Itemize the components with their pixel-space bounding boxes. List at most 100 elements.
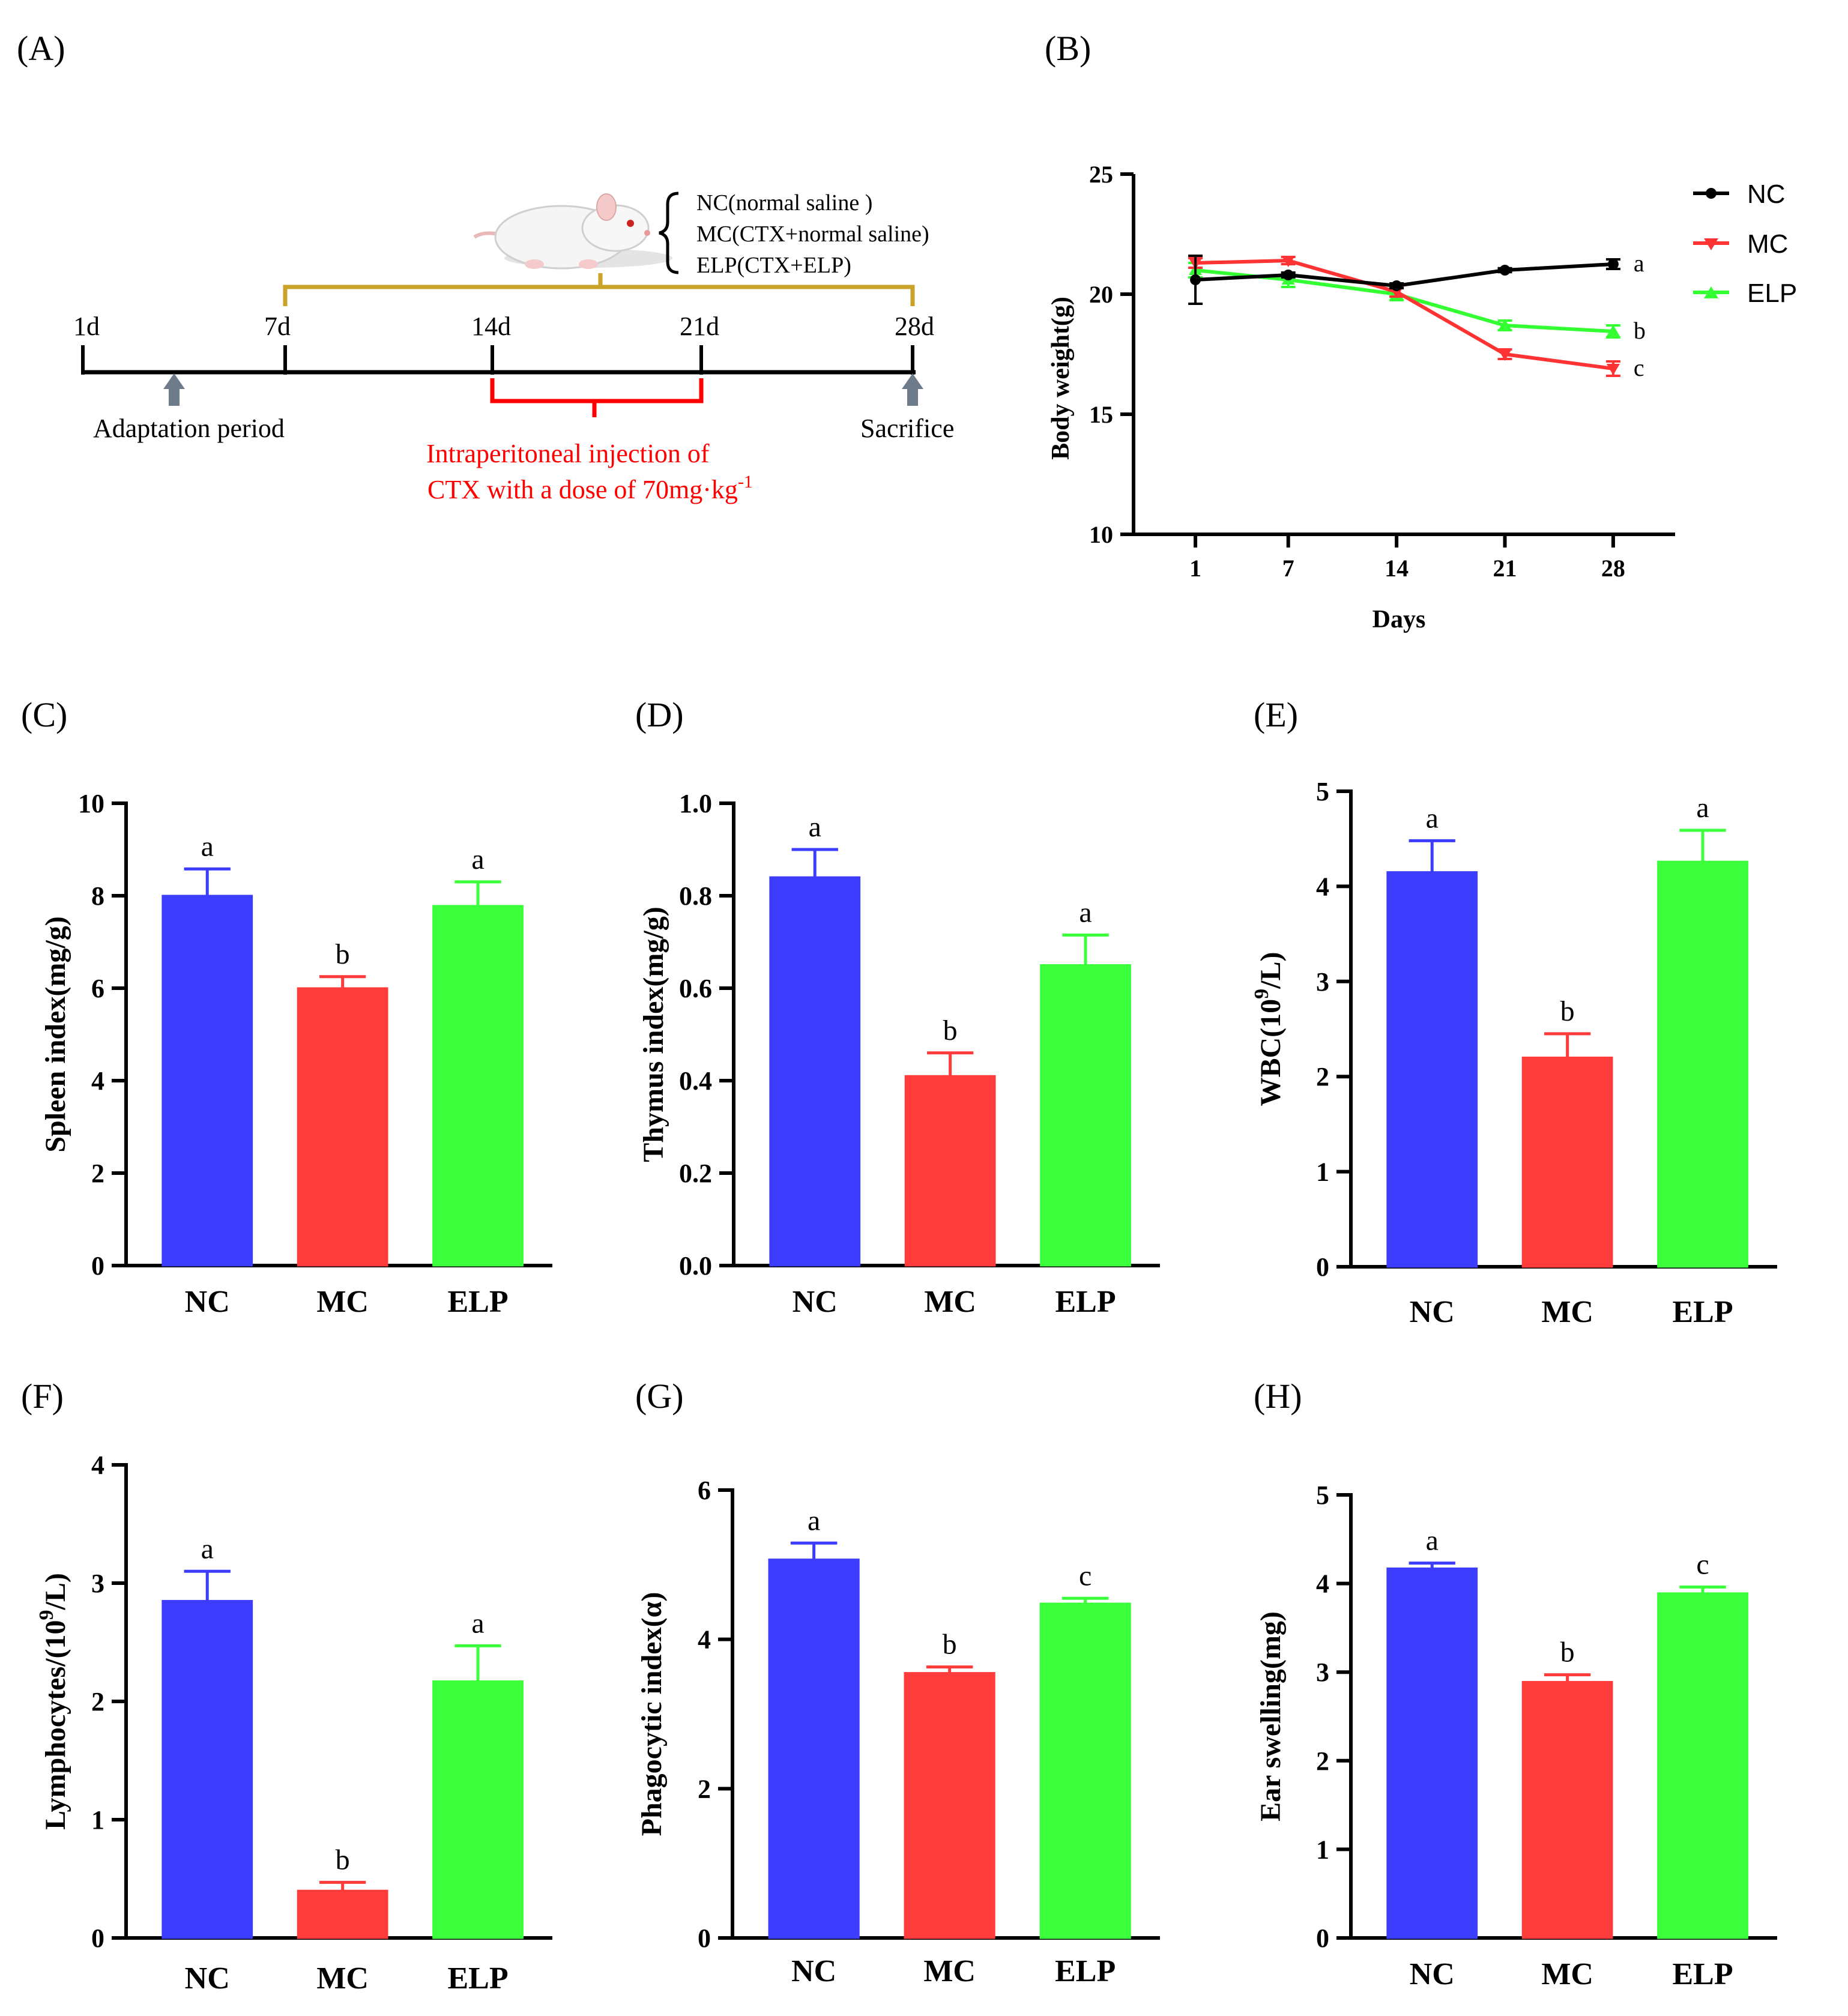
injection-label-line1: Intraperitoneal injection of [426,439,710,468]
series-point-mc [1498,349,1512,361]
body-weight-xtick-label: 14 [1384,555,1409,582]
body-weight-xtick-label: 21 [1493,555,1517,582]
thymusindexmgg-category-nc: NC [793,1285,838,1319]
series-letter-mc: c [1634,354,1644,381]
legend-marker-mc [1704,238,1718,250]
body-weight-ytick-label: 20 [1089,281,1113,308]
panel-label: (F) [21,1377,64,1416]
spleenindexmgg-ytick-label: 0 [91,1251,104,1281]
spleenindexmgg-category-mc: MC [316,1285,369,1319]
earswellingmg-chart: (H) 0 1 2 3 4 5 a NC b MC c ELP Ear swelling(mg) [1254,1377,1777,1991]
wbc-ytick-label: 3 [1316,967,1329,997]
legend-label-elp: ELP [1747,279,1797,308]
lymphocytes-bar-nc [162,1600,253,1939]
spleenindexmgg-ytick-label: 4 [91,1066,104,1096]
wbc-ytick-label: 4 [1316,872,1329,901]
timeline-day-7d: 7d [264,312,291,341]
spleenindexmgg-ytick-label: 10 [78,789,104,818]
thymusindexmgg-ytick-label: 0.8 [679,881,712,911]
timeline-day-21d: 21d [680,312,719,341]
body-weight-legend: NC MC ELP [1693,180,1797,308]
phagocyticindex-category-mc: MC [923,1954,976,1988]
lymphocytes-category-elp: ELP [447,1961,508,1996]
body-weight-ytick-label: 25 [1089,161,1113,188]
timeline-panel: (A) 1d 7d 14d 21d 28d Adaptation period … [17,29,954,504]
spleenindexmgg-category-elp: ELP [447,1285,508,1319]
series-point-nc [1607,259,1619,270]
earswellingmg-ytick-label: 5 [1316,1480,1329,1510]
phagocyticindex-chart: (G) 0 2 4 6 a NC b MC c ELP Phagocytic index(α) [635,1377,1160,1988]
injection-bracket [490,378,704,403]
timeline-day-28d: 28d [895,312,934,341]
spleenindexmgg-letter-nc: a [201,830,214,862]
body-weight-xtick-label: 28 [1601,555,1625,582]
body-weight-chart: (B) 10 15 20 25 1 7 14 21 28 bc a Body weight(g) D… [1045,29,1797,633]
timeline-day-1d: 1d [73,312,100,341]
thymusindexmgg-letter-nc: a [809,811,821,843]
lymphocytes-letter-mc: b [336,1844,350,1876]
series-point-mc [1606,364,1620,375]
series-letter-elp: b [1634,317,1646,344]
lymphocytes-ytick-label: 4 [91,1450,104,1480]
phagocyticindex-bar-elp [1039,1602,1131,1939]
spleenindexmgg-bar-nc [162,895,253,1267]
adaptation-arrow-icon [163,373,185,406]
phagocyticindex-ytick-label: 6 [698,1476,711,1505]
wbc-ytick-label: 1 [1316,1157,1329,1187]
phagocyticindex-category-nc: NC [791,1954,836,1988]
lymphocytes-letter-nc: a [201,1533,214,1565]
phagocyticindex-ytick-label: 4 [698,1625,711,1655]
series-point-elp [1498,319,1512,330]
spleenindexmgg-ytick-label: 2 [91,1159,104,1188]
thymusindexmgg-ytick-label: 0.6 [679,974,712,1003]
wbc-ylabel-end: /L) [1255,952,1287,989]
phagocyticindex-bar-nc [768,1559,860,1939]
earswellingmg-category-elp: ELP [1672,1957,1733,1991]
thymusindexmgg-ytick-label: 1.0 [679,789,712,818]
thymusindexmgg-ytick-label: 0.2 [679,1159,712,1188]
spleenindexmgg-letter-elp: a [471,844,484,875]
wbc-bar-mc [1521,1057,1613,1268]
lymphocytes-ytick-label: 0 [91,1924,104,1953]
spleenindexmgg-category-nc: NC [185,1285,230,1319]
panel-label: (C) [21,695,67,734]
panel-label: (E) [1254,695,1298,734]
thymusindexmgg-bar-mc [904,1075,996,1267]
phagocyticindex-ylabel: Phagocytic index(α) [636,1592,668,1836]
wbc-category-nc: NC [1410,1295,1455,1329]
legend-label-mc: MC [1747,229,1788,259]
injection-label-dose: CTX with a dose of 70mg·kg [427,475,738,504]
earswellingmg-category-nc: NC [1410,1957,1455,1991]
wbc-ylabel: WBC(109/L) [1251,952,1287,1106]
body-weight-plot: 10 15 20 25 1 7 14 21 28 bc a [1089,161,1675,582]
phagocyticindex-letter-nc: a [808,1504,820,1536]
wbc-bar-elp [1657,860,1748,1268]
spleenindexmgg-ytick-label: 6 [91,974,104,1003]
body-weight-xtick-label: 1 [1189,555,1201,582]
phagocyticindex-ytick-label: 2 [698,1774,711,1803]
wbc-ytick-label: 2 [1316,1062,1329,1091]
wbc-letter-elp: a [1696,792,1709,824]
spleenindexmgg-ylabel: Spleen index(mg/g) [40,916,71,1152]
earswellingmg-ytick-label: 4 [1316,1569,1329,1599]
wbc-letter-mc: b [1560,995,1575,1027]
sacrifice-arrow-icon [902,373,923,406]
lymphocytes-ytick-label: 2 [91,1687,104,1716]
mouse-icon [473,193,672,270]
series-point-nc [1190,274,1201,285]
series-point-nc [1282,270,1294,280]
lymphocytes-bar-mc [297,1889,388,1939]
lymphocytes-ytick-label: 1 [91,1805,104,1835]
lymphocytes-ylabel-sup: 9 [35,1610,58,1620]
spleenindexmgg-chart: (C) 0 2 4 6 8 10 a NC b MC a ELP Spleen index(mg/g) [21,695,552,1319]
timeline-day-14d: 14d [471,312,511,341]
phagocyticindex-letter-elp: c [1079,1560,1092,1592]
earswellingmg-letter-nc: a [1426,1525,1439,1557]
lymphocytes-category-mc: MC [316,1961,369,1996]
earswellingmg-bar-elp [1657,1592,1748,1939]
group-mc-label: MC(CTX+normal saline) [696,222,929,247]
earswellingmg-ylabel: Ear swelling(mg) [1255,1611,1287,1821]
phagocyticindex-ytick-label: 0 [698,1924,711,1953]
sacrifice-label: Sacrifice [860,414,954,443]
